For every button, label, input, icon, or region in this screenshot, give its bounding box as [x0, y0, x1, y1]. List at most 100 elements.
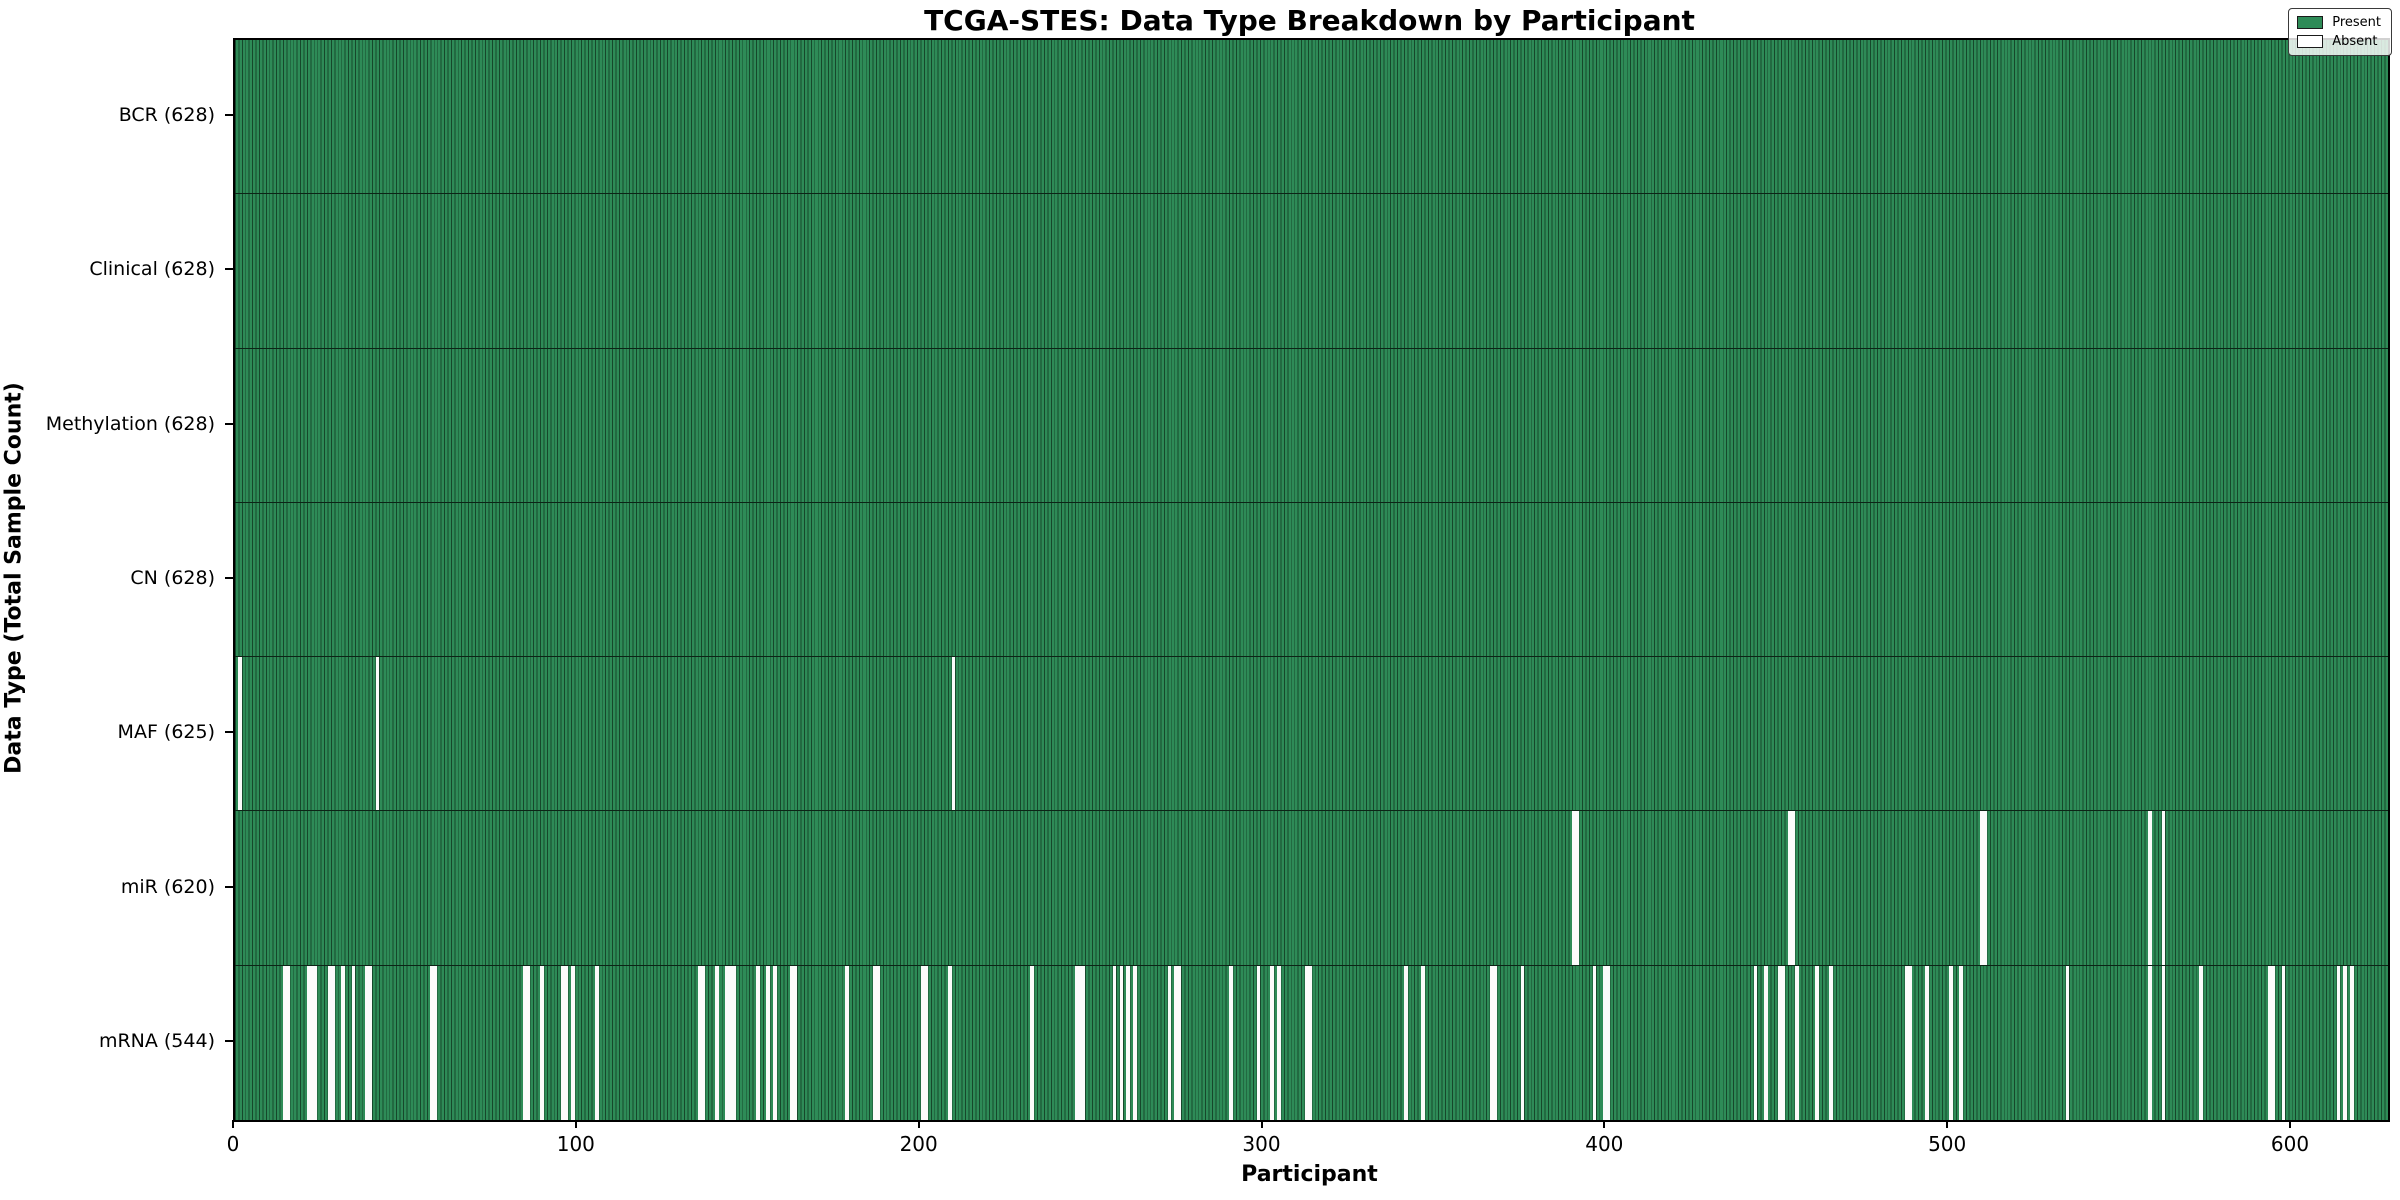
- row-cn: [235, 502, 2388, 658]
- absent-stripe: [310, 965, 315, 1120]
- absent-stripe: [2271, 965, 2276, 1120]
- absent-stripe: [526, 965, 531, 1120]
- absent-stripe: [560, 965, 565, 1120]
- absent-stripe: [732, 965, 736, 1120]
- absent-stripe: [282, 965, 287, 1120]
- absent-stripe: [1829, 965, 1833, 1120]
- absent-stripe: [1815, 965, 1820, 1120]
- absent-stripe: [1133, 965, 1137, 1120]
- absent-stripe: [2148, 965, 2152, 1120]
- absent-stripe: [1959, 965, 1964, 1120]
- absent-stripe: [1074, 965, 1079, 1120]
- absent-stripe: [1167, 965, 1172, 1120]
- legend-swatch: [2297, 35, 2324, 48]
- absent-stripe: [2161, 965, 2166, 1120]
- absent-stripe: [793, 965, 798, 1120]
- absent-stripe: [948, 965, 952, 1120]
- absent-stripe: [1030, 965, 1034, 1120]
- absent-stripe: [728, 965, 733, 1120]
- absent-stripe: [1304, 965, 1309, 1120]
- absent-stripe: [286, 965, 291, 1120]
- y-tick-label: CN (628): [130, 567, 215, 589]
- legend: Present Absent: [2288, 8, 2392, 56]
- row-maf: [235, 657, 2388, 812]
- absent-stripe: [327, 965, 332, 1120]
- absent-stripe: [701, 965, 705, 1120]
- absent-stripe: [1925, 965, 1929, 1120]
- absent-stripe: [924, 965, 928, 1120]
- absent-stripe: [1493, 965, 1497, 1120]
- absent-stripe: [1575, 811, 1580, 965]
- absent-stripe: [1174, 965, 1178, 1120]
- x-tick-mark: [917, 1120, 920, 1128]
- y-axis-label: Data Type (Total Sample Count): [1, 382, 27, 774]
- x-tick-label: 400: [1585, 1132, 1624, 1156]
- legend-label: Present: [2332, 15, 2381, 30]
- legend-label: Absent: [2332, 34, 2378, 49]
- y-tick-mark: [225, 885, 233, 888]
- absent-stripe: [876, 965, 880, 1120]
- absent-stripe: [1904, 965, 1909, 1120]
- row-mir: [235, 811, 2388, 966]
- y-tick-mark: [225, 422, 233, 425]
- absent-stripe: [341, 965, 345, 1120]
- absent-stripe: [1791, 811, 1796, 965]
- absent-stripe: [1404, 965, 1408, 1120]
- absent-stripe: [375, 657, 380, 811]
- absent-stripe: [1112, 965, 1117, 1120]
- y-tick-mark: [225, 1039, 233, 1042]
- absent-stripe: [2350, 965, 2354, 1120]
- absent-stripe: [1781, 965, 1785, 1120]
- x-tick-label: 600: [2270, 1132, 2310, 1156]
- absent-stripe: [306, 965, 311, 1120]
- absent-stripe: [1592, 965, 1597, 1120]
- legend-swatch: [2297, 16, 2324, 29]
- absent-stripe: [2065, 965, 2070, 1120]
- absent-stripe: [238, 657, 243, 811]
- absent-stripe: [522, 965, 527, 1120]
- absent-stripe: [1119, 965, 1124, 1120]
- absent-stripe: [2336, 965, 2341, 1120]
- absent-stripe: [2268, 965, 2272, 1120]
- absent-stripe: [430, 965, 435, 1120]
- y-tick-label: Clinical (628): [89, 258, 215, 281]
- row-mrna: [235, 965, 2388, 1120]
- x-tick-label: 500: [1928, 1132, 1967, 1156]
- x-tick-label: 0: [226, 1132, 240, 1156]
- y-tick-label: mRNA (544): [98, 1029, 215, 1052]
- absent-stripe: [564, 965, 568, 1120]
- absent-stripe: [1126, 965, 1130, 1120]
- absent-stripe: [714, 965, 719, 1120]
- absent-stripe: [920, 965, 925, 1120]
- absent-stripe: [365, 965, 369, 1120]
- y-tick-label: BCR (628): [118, 104, 215, 127]
- x-tick-mark: [1946, 1120, 1949, 1128]
- absent-stripe: [2161, 811, 2166, 965]
- absent-stripe: [1606, 965, 1610, 1120]
- absent-stripe: [697, 965, 702, 1120]
- absent-stripe: [1777, 965, 1782, 1120]
- absent-stripe: [540, 965, 544, 1120]
- absent-stripe: [872, 965, 877, 1120]
- absent-stripe: [790, 965, 795, 1120]
- absent-stripe: [1983, 811, 1988, 965]
- absent-stripe: [330, 965, 335, 1120]
- y-tick-mark: [225, 577, 233, 579]
- absent-stripe: [570, 965, 575, 1120]
- row-methylation: [235, 348, 2388, 503]
- absent-stripe: [2343, 965, 2348, 1120]
- y-tick-mark: [225, 268, 233, 271]
- absent-stripe: [951, 657, 956, 811]
- absent-stripe: [1078, 965, 1082, 1120]
- x-tick-label: 100: [556, 1132, 595, 1156]
- absent-stripe: [1949, 965, 1953, 1120]
- absent-stripe: [1177, 965, 1182, 1120]
- absent-stripe: [594, 965, 599, 1120]
- x-tick-mark: [1603, 1120, 1606, 1128]
- x-tick-mark: [232, 1120, 234, 1128]
- legend-entry-present: Present: [2297, 16, 2381, 29]
- absent-stripe: [1081, 965, 1086, 1120]
- absent-stripe: [1308, 965, 1312, 1120]
- absent-stripe: [1794, 965, 1799, 1120]
- x-tick-label: 300: [1242, 1132, 1281, 1156]
